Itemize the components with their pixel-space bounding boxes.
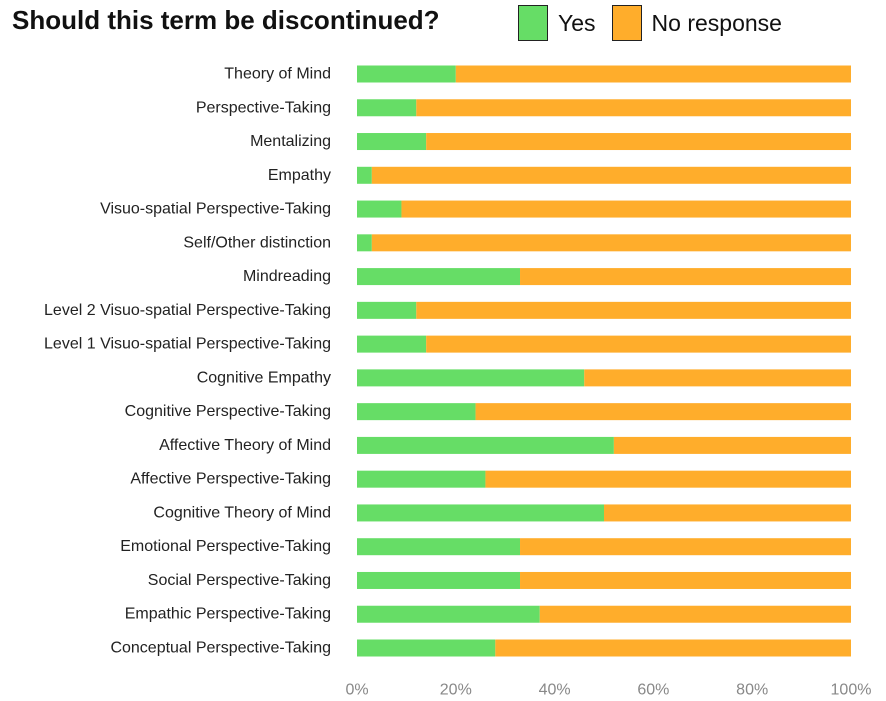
- bar-yes-cognitive-perspective-taking: [357, 403, 476, 421]
- category-label: Empathy: [268, 167, 331, 184]
- bar-no-response-theory-of-mind: [455, 65, 851, 83]
- bar-yes-affective-perspective-taking: [357, 470, 486, 488]
- bar-yes-empathic-perspective-taking: [357, 605, 540, 623]
- bar-yes-level-1-visuo-spatial-perspective-taking: [357, 335, 427, 353]
- category-label: Self/Other distinction: [183, 234, 331, 251]
- bar-yes-self-other-distinction: [357, 234, 372, 252]
- bar-no-response-visuo-spatial-perspective-taking: [401, 200, 851, 218]
- bar-yes-visuo-spatial-perspective-taking: [357, 200, 402, 218]
- bar-no-response-empathy: [371, 166, 851, 184]
- legend-label-no-response: No response: [651, 9, 782, 36]
- category-label: Cognitive Theory of Mind: [153, 504, 331, 521]
- category-label: Conceptual Perspective-Taking: [110, 640, 331, 657]
- legend: Yes No response: [518, 4, 798, 42]
- bar-no-response-perspective-taking: [416, 99, 851, 117]
- bar-no-response-mentalizing: [426, 133, 851, 151]
- category-label: Level 2 Visuo-spatial Perspective-Taking: [44, 302, 331, 319]
- bar-yes-level-2-visuo-spatial-perspective-taking: [357, 301, 417, 319]
- category-label: Affective Perspective-Taking: [130, 471, 331, 488]
- bar-yes-cognitive-theory-of-mind: [357, 504, 604, 522]
- category-label: Emotional Perspective-Taking: [120, 538, 331, 555]
- bar-no-response-cognitive-perspective-taking: [475, 403, 851, 421]
- bar-no-response-cognitive-empathy: [584, 369, 851, 387]
- bar-yes-mindreading: [357, 268, 521, 286]
- legend-label-yes: Yes: [558, 9, 596, 36]
- category-label: Affective Theory of Mind: [159, 437, 331, 454]
- category-label: Mindreading: [243, 268, 331, 285]
- bar-no-response-emotional-perspective-taking: [520, 538, 851, 556]
- legend-swatch-yes: [518, 5, 548, 41]
- category-label: Theory of Mind: [224, 66, 331, 83]
- x-tick-label: 40%: [539, 682, 571, 699]
- category-label: Visuo-spatial Perspective-Taking: [100, 201, 331, 218]
- category-label: Cognitive Perspective-Taking: [125, 403, 331, 420]
- legend-item-yes: Yes: [518, 5, 596, 41]
- category-label: Empathic Perspective-Taking: [125, 606, 331, 623]
- bar-no-response-level-2-visuo-spatial-perspective-taking: [416, 301, 851, 319]
- bar-no-response-affective-theory-of-mind: [613, 436, 851, 454]
- bar-no-response-affective-perspective-taking: [485, 470, 851, 488]
- bar-yes-mentalizing: [357, 133, 427, 151]
- bar-yes-empathy: [357, 166, 372, 184]
- bar-yes-emotional-perspective-taking: [357, 538, 521, 556]
- category-label: Social Perspective-Taking: [148, 572, 331, 589]
- bar-no-response-self-other-distinction: [371, 234, 851, 252]
- bar-no-response-social-perspective-taking: [520, 571, 851, 589]
- category-label: Cognitive Empathy: [197, 369, 331, 386]
- x-tick-label: 20%: [440, 682, 472, 699]
- bar-no-response-mindreading: [520, 268, 851, 286]
- chart-title: Should this term be discontinued?: [12, 5, 440, 35]
- bar-yes-conceptual-perspective-taking: [357, 639, 496, 657]
- legend-swatch-no-response: [611, 5, 642, 41]
- category-label: Level 1 Visuo-spatial Perspective-Taking: [44, 336, 331, 353]
- x-tick-label: 80%: [736, 682, 768, 699]
- bar-no-response-cognitive-theory-of-mind: [604, 504, 851, 522]
- bar-no-response-conceptual-perspective-taking: [495, 639, 851, 657]
- bar-yes-perspective-taking: [357, 99, 417, 117]
- bar-yes-cognitive-empathy: [357, 369, 585, 387]
- legend-item-no-response: No response: [611, 5, 782, 41]
- x-tick-label: 0%: [345, 682, 368, 699]
- bar-no-response-empathic-perspective-taking: [539, 605, 851, 623]
- x-tick-label: 100%: [831, 682, 872, 699]
- x-tick-label: 60%: [637, 682, 669, 699]
- category-label: Mentalizing: [250, 133, 331, 150]
- bar-yes-affective-theory-of-mind: [357, 436, 614, 454]
- bar-yes-social-perspective-taking: [357, 571, 521, 589]
- bar-yes-theory-of-mind: [357, 65, 456, 83]
- bar-no-response-level-1-visuo-spatial-perspective-taking: [426, 335, 851, 353]
- category-label: Perspective-Taking: [196, 99, 331, 116]
